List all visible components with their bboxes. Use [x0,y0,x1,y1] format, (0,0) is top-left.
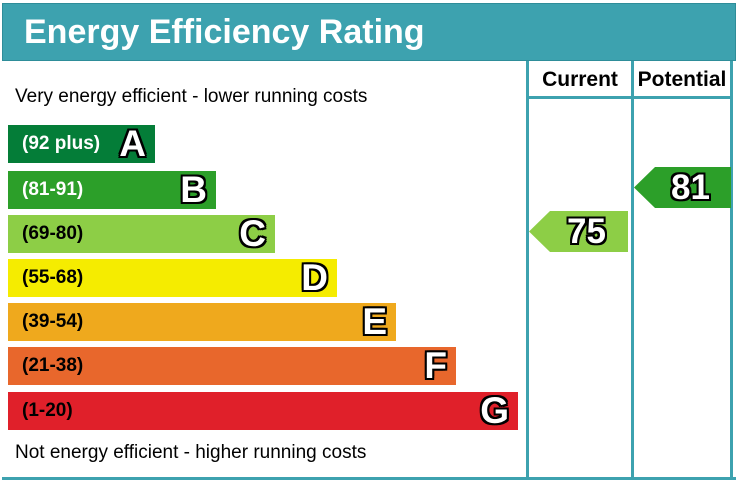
band-range-label: (39-54) [22,311,84,332]
table-border-right [730,61,733,480]
chart-title-bar: Energy Efficiency Rating [2,3,736,61]
current-rating-value: 75 [567,211,606,251]
current-column-header: Current [542,68,618,91]
rating-band-e: (39-54) E [8,303,396,341]
table-border-left [526,61,529,480]
band-range-label: (21-38) [22,355,84,376]
band-range-label: (92 plus) [22,133,101,154]
rating-band-g: (1-20) G [8,392,518,430]
table-header-underline [526,96,733,99]
band-range-label: (69-80) [22,223,84,244]
table-border-middle [631,61,634,480]
current-rating-arrow: 75 [529,211,628,252]
band-range-label: (81-91) [22,179,84,200]
potential-rating-value: 81 [671,167,710,207]
rating-band-b: (81-91) B [8,171,216,209]
potential-column-header: Potential [637,68,727,91]
band-letter: A [119,123,146,164]
caption-very-efficient: Very energy efficient - lower running co… [15,86,368,107]
rating-band-c: (69-80) C [8,215,275,253]
band-letter: F [424,345,447,386]
chart-title: Energy Efficiency Rating [24,12,425,51]
potential-rating-arrow: 81 [634,167,731,208]
band-letter: C [239,213,266,254]
band-range-label: (1-20) [22,400,73,421]
band-letter: B [180,169,207,210]
band-letter: D [301,257,328,298]
rating-band-f: (21-38) F [8,347,456,385]
band-letter: G [480,390,509,431]
band-letter: E [362,301,387,342]
caption-not-efficient: Not energy efficient - higher running co… [15,442,367,463]
chart-bottom-border [2,477,736,480]
rating-band-a: (92 plus) A [8,125,155,163]
rating-band-d: (55-68) D [8,259,337,297]
band-range-label: (55-68) [22,267,84,288]
